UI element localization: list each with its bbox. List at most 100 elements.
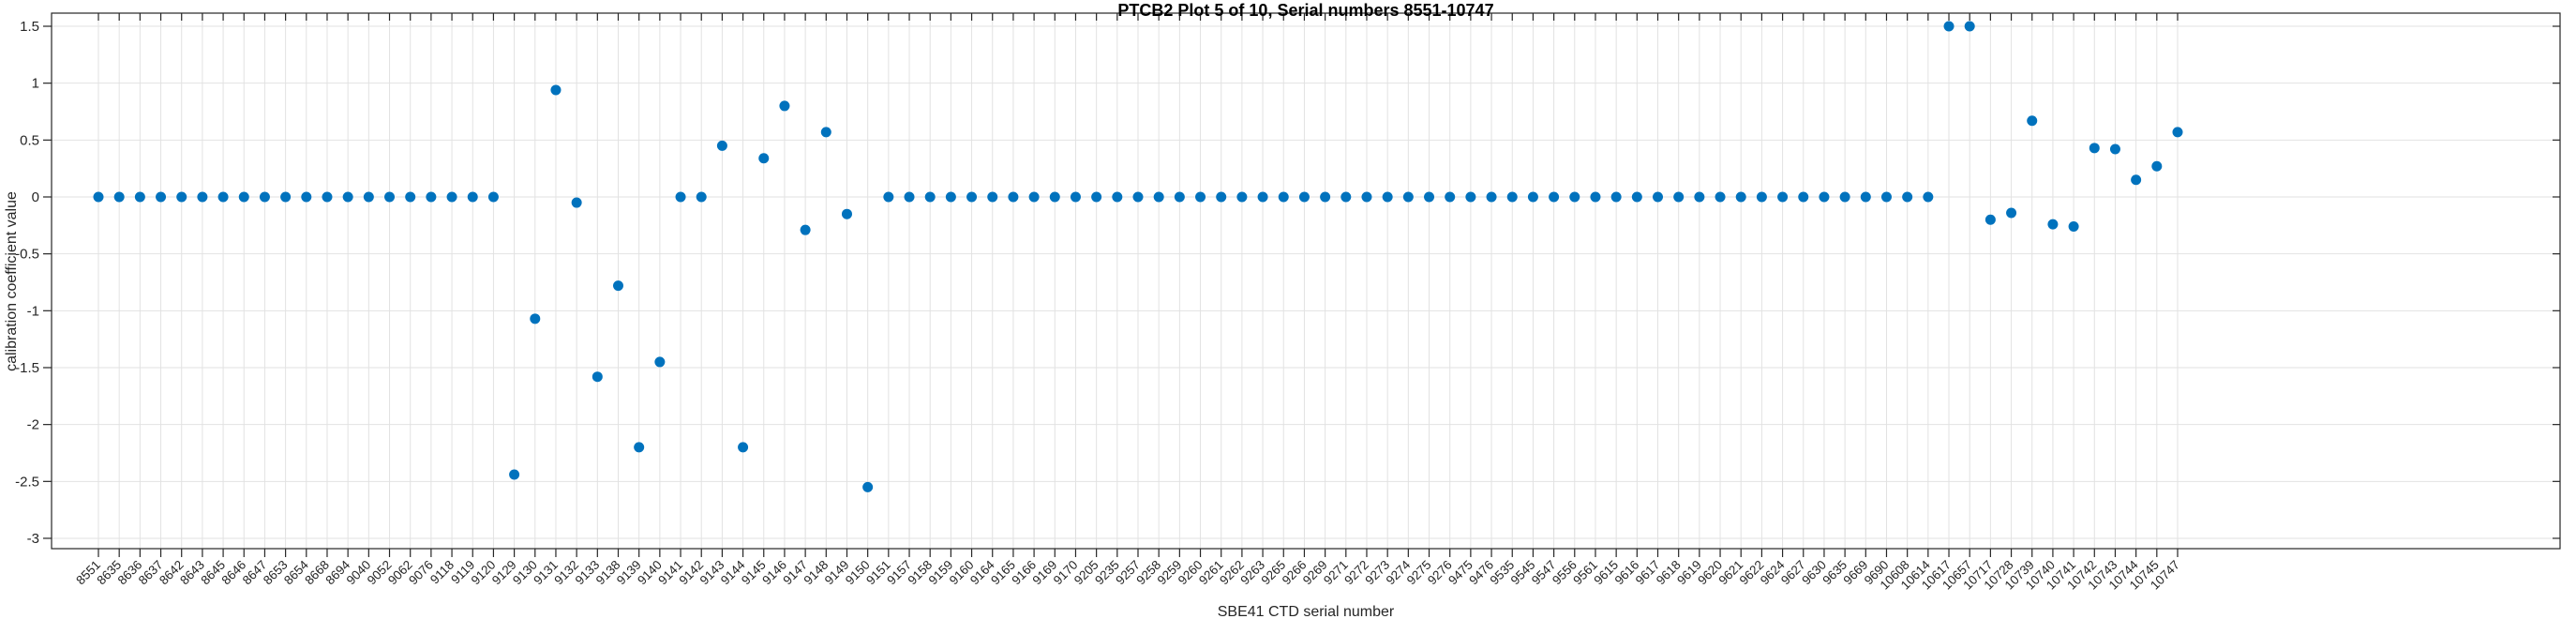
data-point xyxy=(904,191,915,203)
data-point xyxy=(1777,191,1789,203)
data-point xyxy=(1756,191,1767,203)
data-point xyxy=(1153,191,1164,203)
axis-box xyxy=(51,12,2561,550)
data-point xyxy=(1860,191,1871,203)
data-point xyxy=(820,127,831,138)
y-tick-label: -0.5 xyxy=(15,247,39,263)
data-point xyxy=(1549,191,1560,203)
y-tick-label: -1 xyxy=(27,303,39,319)
data-point xyxy=(2068,221,2079,233)
data-point xyxy=(1923,191,1934,203)
y-tick-label: 1 xyxy=(32,76,39,92)
data-point xyxy=(883,191,894,203)
y-tick-labels: 1.5 1 0.5 0 -0.5 -1 -1.5 -2 -2.5 -3 xyxy=(15,19,39,547)
data-point xyxy=(1195,191,1206,203)
data-point xyxy=(467,191,478,203)
data-point xyxy=(1049,191,1060,203)
data-point xyxy=(1174,191,1185,203)
data-point xyxy=(322,191,333,203)
data-point xyxy=(2006,207,2017,219)
data-point xyxy=(1028,191,1040,203)
data-point xyxy=(2131,174,2142,186)
data-point xyxy=(2109,143,2120,155)
data-point xyxy=(509,469,520,480)
data-point xyxy=(134,191,145,203)
data-point xyxy=(1361,191,1372,203)
data-point xyxy=(654,356,666,368)
y-gridlines xyxy=(52,25,2560,539)
data-point xyxy=(342,191,353,203)
data-point xyxy=(571,197,582,208)
y-tick-label: -3 xyxy=(27,531,39,547)
data-point xyxy=(259,191,270,203)
data-point xyxy=(1527,191,1538,203)
data-point xyxy=(1091,191,1102,203)
data-point xyxy=(1610,191,1622,203)
tick-marks xyxy=(43,13,2560,557)
data-point xyxy=(446,191,457,203)
data-point xyxy=(238,191,249,203)
y-tick-label: 0.5 xyxy=(20,132,39,148)
data-point xyxy=(841,208,852,219)
data-point xyxy=(1340,191,1352,203)
x-gridlines xyxy=(97,13,2179,549)
data-point xyxy=(945,191,956,203)
data-point xyxy=(1298,191,1310,203)
y-tick-label: 0 xyxy=(32,189,39,205)
x-tick-labels: 8551863586368637864286438645864686478653… xyxy=(73,557,2182,592)
data-point xyxy=(1902,191,1913,203)
x-axis-label: SBE41 CTD serial number xyxy=(1217,604,1395,620)
data-point xyxy=(1943,21,1954,32)
data-point xyxy=(987,191,998,203)
data-point xyxy=(384,191,396,203)
y-tick-label: 1.5 xyxy=(20,19,39,35)
data-point xyxy=(1008,191,1019,203)
data-point xyxy=(2089,143,2100,154)
data-point xyxy=(113,191,125,203)
data-point xyxy=(738,442,749,453)
data-point xyxy=(1819,191,1830,203)
data-point xyxy=(2027,115,2038,127)
data-point xyxy=(675,191,686,203)
data-point xyxy=(1839,191,1850,203)
data-point xyxy=(1964,21,1975,32)
data-point xyxy=(1132,191,1144,203)
data-point xyxy=(176,191,187,203)
y-axis-label: calibration coefficient value xyxy=(4,191,20,371)
data-point xyxy=(1735,191,1746,203)
data-point xyxy=(1673,191,1685,203)
data-point xyxy=(1798,191,1809,203)
data-point xyxy=(217,191,229,203)
data-points xyxy=(93,21,2183,492)
data-point xyxy=(1486,191,1497,203)
data-point xyxy=(426,191,437,203)
data-point xyxy=(758,153,770,164)
data-point xyxy=(613,280,623,292)
data-point xyxy=(1320,191,1331,203)
data-point xyxy=(301,191,312,203)
data-point xyxy=(280,191,292,203)
data-point xyxy=(1382,191,1393,203)
data-point xyxy=(779,100,790,112)
data-point xyxy=(966,191,978,203)
data-point xyxy=(363,191,374,203)
data-point xyxy=(1465,191,1476,203)
data-point xyxy=(1506,191,1518,203)
y-tick-label: -2.5 xyxy=(15,474,39,490)
data-point xyxy=(1590,191,1601,203)
data-point xyxy=(1694,191,1705,203)
data-point xyxy=(1070,191,1081,203)
data-point xyxy=(550,84,562,96)
data-point xyxy=(93,191,104,203)
data-point xyxy=(924,191,936,203)
data-point xyxy=(156,191,167,203)
data-point xyxy=(592,371,603,383)
data-point xyxy=(487,191,499,203)
data-point xyxy=(1257,191,1268,203)
data-point xyxy=(197,191,208,203)
data-point xyxy=(1424,191,1435,203)
data-point xyxy=(1402,191,1414,203)
data-point xyxy=(1880,191,1892,203)
